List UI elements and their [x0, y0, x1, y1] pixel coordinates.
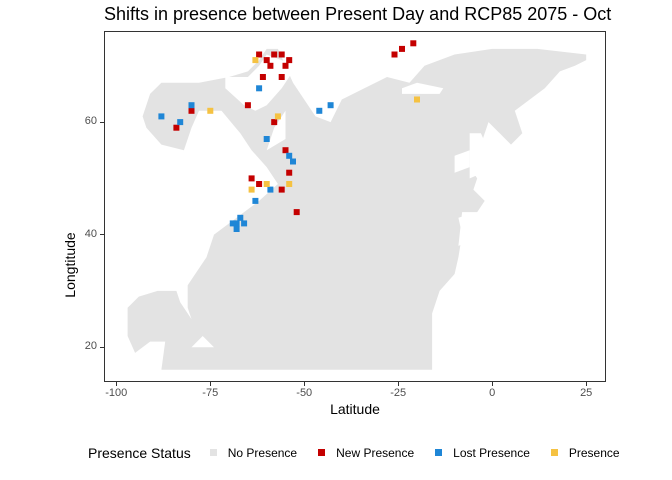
legend-swatch-no-presence [209, 449, 217, 456]
presence-cell-new-presence [391, 51, 398, 58]
presence-cell-new-presence [286, 57, 293, 64]
presence-cell-new-presence [244, 102, 251, 109]
land-area [225, 54, 297, 111]
legend-key [313, 444, 330, 461]
presence-cell-new-presence [271, 119, 278, 126]
presence-cell-new-presence [293, 209, 300, 216]
presence-cell-new-presence [410, 40, 417, 47]
map-svg [127, 32, 587, 370]
legend-label: Presence [568, 445, 620, 460]
x-tick-mark [397, 382, 399, 386]
x-tick-label: -75 [202, 387, 219, 399]
presence-cell-lost-presence [177, 119, 184, 126]
presence-cell-lost-presence [241, 220, 248, 227]
y-axis-label: Longtitude [62, 232, 78, 298]
x-tick-label: -25 [390, 387, 407, 399]
y-tick-label: 40 [84, 227, 97, 240]
presence-cell-presence [207, 107, 214, 114]
x-tick-mark [209, 382, 211, 386]
presence-cell-new-presence [256, 181, 263, 187]
presence-cell-new-presence [286, 169, 293, 176]
map-panel [104, 31, 606, 382]
x-axis-label: Latitude [330, 401, 380, 417]
presence-cell-new-presence [256, 51, 263, 58]
presence-cell-new-presence [282, 147, 289, 154]
presence-cell-lost-presence [158, 113, 165, 120]
legend-label: No Presence [227, 445, 298, 460]
ocean-area [127, 48, 587, 370]
legend: Presence Status No Presence New Presence… [88, 444, 636, 461]
x-tick-mark [303, 382, 305, 386]
presence-cell-lost-presence [237, 214, 244, 221]
presence-cell-new-presence [271, 51, 278, 58]
legend-key [546, 444, 563, 461]
legend-title: Presence Status [88, 444, 191, 461]
land-area [266, 110, 286, 151]
presence-cell-new-presence [278, 74, 285, 80]
legend-label: New Presence [336, 445, 415, 460]
legend-item-presence: Presence [546, 444, 620, 461]
presence-cell-lost-presence [286, 152, 293, 159]
presence-cell-new-presence [188, 107, 195, 114]
presence-cell-new-presence [399, 45, 405, 52]
presence-cell-lost-presence [252, 197, 259, 204]
y-tick-label: 60 [84, 115, 97, 128]
presence-cell-new-presence [263, 57, 270, 64]
chart-title: Shifts in presence between Present Day a… [104, 4, 612, 24]
presence-cell-lost-presence [188, 102, 195, 109]
land-area [458, 212, 489, 246]
presence-cell-presence [252, 57, 259, 64]
legend-item-no-presence: No Presence [205, 444, 297, 461]
presence-cell-presence [248, 186, 255, 193]
presence-cell-lost-presence [233, 226, 240, 232]
presence-cell-lost-presence [327, 102, 334, 109]
presence-cell-lost-presence [267, 186, 274, 193]
presence-cell-new-presence [278, 186, 285, 193]
legend-label: Lost Presence [453, 445, 530, 460]
presence-cell-presence [263, 181, 270, 187]
presence-cell-presence [286, 181, 293, 187]
presence-cell-new-presence [173, 124, 180, 131]
x-tick-label: 25 [580, 387, 593, 399]
legend-key [205, 444, 222, 461]
presence-cell-new-presence [267, 62, 274, 69]
legend-swatch-presence [550, 449, 558, 456]
presence-cell-new-presence [259, 74, 266, 80]
y-tick-mark [100, 121, 104, 123]
y-tick-mark [100, 346, 104, 348]
x-tick-label: -100 [105, 387, 128, 399]
legend-item-new-presence: New Presence [313, 444, 414, 461]
presence-cell-lost-presence [229, 220, 236, 227]
land-area [469, 133, 496, 179]
legend-item-lost-presence: Lost Presence [430, 444, 530, 461]
x-tick-label: -50 [296, 387, 313, 399]
presence-cell-lost-presence [316, 107, 323, 114]
presence-cell-new-presence [248, 175, 255, 182]
presence-cell-presence [414, 96, 420, 103]
land-area [274, 32, 297, 44]
x-tick-mark [115, 382, 117, 386]
land-area [402, 82, 444, 94]
legend-key [430, 444, 447, 461]
legend-swatch-lost-presence [435, 449, 443, 456]
presence-cell-new-presence [282, 62, 289, 69]
presence-cell-lost-presence [256, 85, 263, 92]
land-area [454, 150, 470, 173]
presence-cell-lost-presence [233, 220, 240, 227]
presence-cell-presence [274, 113, 281, 120]
x-tick-mark [585, 382, 587, 386]
presence-cell-lost-presence [290, 158, 296, 165]
y-tick-mark [100, 234, 104, 236]
legend-swatch-new-presence [318, 449, 326, 456]
x-tick-label: 0 [489, 387, 496, 399]
y-tick-label: 20 [84, 340, 97, 353]
presence-cell-lost-presence [263, 136, 270, 142]
x-tick-mark [491, 382, 493, 386]
presence-cell-new-presence [278, 51, 285, 58]
land-area [191, 336, 214, 348]
